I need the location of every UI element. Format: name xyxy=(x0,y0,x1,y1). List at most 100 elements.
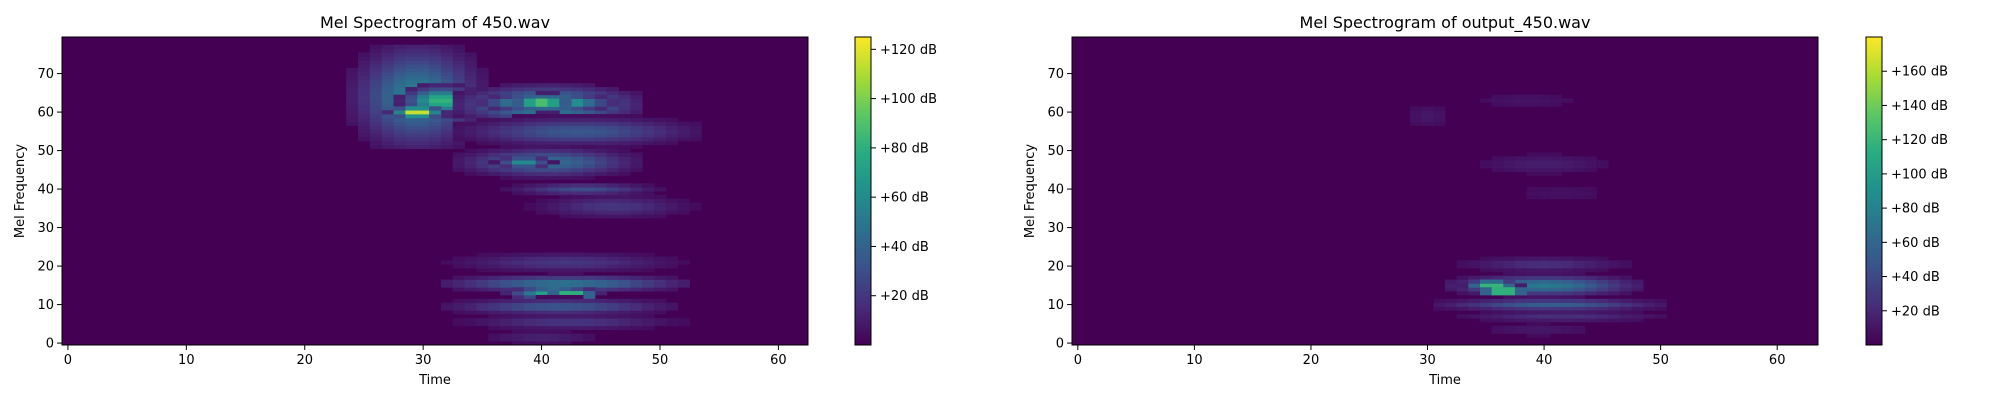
heatmap-cell xyxy=(1619,275,1632,280)
heatmap-cell xyxy=(1619,287,1632,292)
heatmap-cell xyxy=(535,279,548,284)
heatmap-cell xyxy=(618,98,631,103)
heatmap-cell xyxy=(381,71,394,76)
heatmap-cell xyxy=(1503,314,1516,319)
heatmap-cell xyxy=(1561,283,1574,288)
heatmap-cell xyxy=(571,83,584,88)
heatmap-cell xyxy=(1573,318,1586,323)
heatmap-cell xyxy=(1573,302,1586,307)
heatmap-cell xyxy=(535,175,548,180)
heatmap-cell xyxy=(1631,279,1644,284)
heatmap-cell xyxy=(1538,333,1551,338)
heatmap-cell xyxy=(1619,310,1632,315)
heatmap-cell xyxy=(1526,256,1539,261)
heatmap-cell xyxy=(417,102,430,107)
heatmap-cell xyxy=(1573,329,1586,334)
heatmap-cell xyxy=(346,67,359,73)
heatmap-cell xyxy=(1608,318,1621,323)
heatmap-cell xyxy=(594,187,608,192)
heatmap-cell xyxy=(523,260,537,265)
heatmap-cell xyxy=(1584,260,1597,265)
heatmap-cell xyxy=(630,187,643,192)
heatmap-cell xyxy=(500,321,513,327)
heatmap-cell xyxy=(523,160,537,165)
heatmap-cell xyxy=(677,129,690,134)
heatmap-cell xyxy=(1549,318,1562,323)
heatmap-cell xyxy=(440,114,454,119)
heatmap-cell xyxy=(689,137,702,142)
heatmap-cell xyxy=(630,310,643,315)
heatmap-cell xyxy=(358,75,371,80)
heatmap-cell xyxy=(630,194,643,200)
heatmap-cells xyxy=(1410,94,1667,338)
heatmap-cell xyxy=(606,260,619,265)
heatmap-cell xyxy=(440,279,454,284)
heatmap-cell xyxy=(594,121,608,126)
colorbar-tick-label: +100 dB xyxy=(1891,167,1948,182)
heatmap-cell xyxy=(618,306,631,311)
heatmap-cell xyxy=(642,194,655,200)
heatmap-cell xyxy=(559,337,572,342)
heatmap-cell xyxy=(476,321,489,327)
heatmap-cell xyxy=(594,167,608,173)
heatmap-cell xyxy=(594,191,608,196)
heatmap-cell xyxy=(665,260,679,265)
heatmap-cell xyxy=(1643,302,1656,307)
heatmap-cell xyxy=(571,287,584,292)
heatmap-cell xyxy=(511,175,525,180)
heatmap-cell xyxy=(535,333,548,338)
heatmap-cell xyxy=(583,144,596,150)
heatmap-cell xyxy=(1561,302,1574,307)
heatmap-cell xyxy=(547,175,560,180)
heatmap-cell xyxy=(559,121,572,126)
heatmap-cell xyxy=(1538,291,1551,296)
heatmap-cell xyxy=(523,137,537,142)
heatmap-cell xyxy=(1468,306,1481,311)
heatmap-cell xyxy=(535,294,548,300)
heatmap-cell xyxy=(405,110,418,115)
heatmap-cell xyxy=(417,133,430,138)
heatmap-cell xyxy=(393,44,406,49)
heatmap-cell xyxy=(511,275,525,280)
heatmap-cell xyxy=(1491,164,1504,169)
heatmap-cell xyxy=(583,325,596,330)
heatmap-cell xyxy=(535,275,548,280)
heatmap-cell xyxy=(488,298,501,304)
heatmap-cells xyxy=(346,44,702,346)
heatmap-cell xyxy=(1573,194,1586,200)
heatmap-cell xyxy=(511,110,525,115)
heatmap-cell xyxy=(1538,167,1551,173)
heatmap-cell xyxy=(511,140,525,146)
y-tick-label: 60 xyxy=(37,106,54,121)
heatmap-cell xyxy=(358,121,371,126)
heatmap-cell xyxy=(1526,298,1539,304)
heatmap-cell xyxy=(594,214,608,219)
heatmap-cell xyxy=(583,198,596,203)
heatmap-cell xyxy=(1514,279,1527,284)
heatmap-cell xyxy=(500,102,513,107)
heatmap-cell xyxy=(1445,302,1458,307)
heatmap-cell xyxy=(1479,306,1493,311)
heatmap-cell xyxy=(452,160,465,165)
heatmap-cell xyxy=(606,206,619,211)
heatmap-cell xyxy=(405,140,418,146)
heatmap-cell xyxy=(1491,287,1504,292)
heatmap-cell xyxy=(476,268,489,273)
x-tick-label: 40 xyxy=(533,353,550,368)
heatmap-cell xyxy=(500,287,513,292)
heatmap-cell xyxy=(523,333,537,338)
heatmap-cell xyxy=(1619,302,1632,307)
heatmap-cell xyxy=(1503,98,1516,103)
heatmap-cell xyxy=(1456,306,1469,311)
heatmap-cell xyxy=(654,202,667,207)
heatmap-cell xyxy=(1421,106,1434,111)
heatmap-cell xyxy=(571,98,584,103)
heatmap-cell xyxy=(642,140,655,146)
heatmap-cell xyxy=(1619,279,1632,284)
heatmap-cell xyxy=(1479,279,1493,284)
heatmap-cell xyxy=(535,129,548,134)
heatmap-cell xyxy=(547,148,560,153)
heatmap-cell xyxy=(488,314,501,319)
heatmap-cell xyxy=(606,133,619,138)
heatmap-cell xyxy=(1456,314,1469,319)
